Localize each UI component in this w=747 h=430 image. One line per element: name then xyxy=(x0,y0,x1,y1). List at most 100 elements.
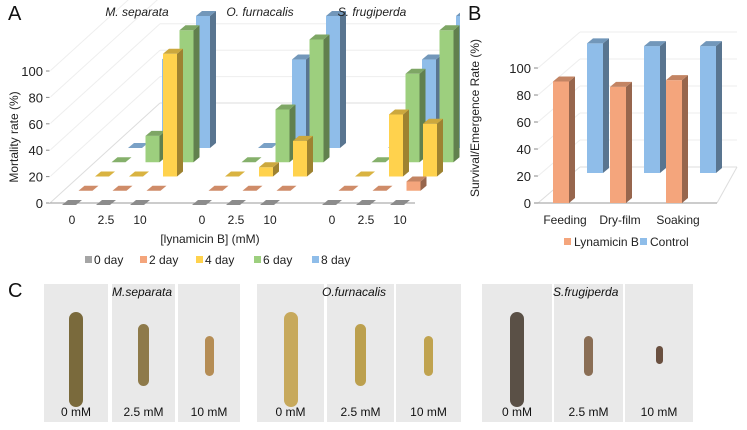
bar-side xyxy=(177,48,183,177)
bar-front xyxy=(163,53,177,177)
bar-side xyxy=(569,76,575,203)
x-tick-label: 10 xyxy=(263,213,277,227)
bar-front xyxy=(610,86,626,203)
bar-top xyxy=(406,176,427,182)
bar-4-day xyxy=(129,171,149,177)
legend-label: 6 day xyxy=(263,253,292,267)
bar-face xyxy=(372,185,393,191)
bar-0-day xyxy=(390,200,410,205)
bar-6-day xyxy=(275,104,296,163)
legend-label: 2 day xyxy=(149,253,178,267)
bar-face xyxy=(225,171,245,177)
group-title: S. frugiperda xyxy=(338,5,407,19)
bar-top xyxy=(405,68,426,74)
bar-Control xyxy=(644,41,666,173)
larva-body xyxy=(283,312,298,407)
bar-face xyxy=(241,157,262,163)
larva-photo: 2.5 mM xyxy=(554,284,623,422)
bar-side xyxy=(420,176,427,191)
bar-Lynamicin-B xyxy=(553,76,575,203)
bar-6-day xyxy=(111,157,132,163)
x-tick-label: 2.5 xyxy=(228,213,245,227)
bar-2-day xyxy=(78,185,99,191)
bar-6-day xyxy=(241,157,262,163)
bar-face xyxy=(146,185,167,191)
bar-top xyxy=(389,109,409,115)
bar-top xyxy=(422,54,442,60)
bar-0-day xyxy=(130,200,150,205)
bar-side xyxy=(403,109,409,177)
gridline-side xyxy=(49,23,161,125)
x-tick-label: 10 xyxy=(133,213,147,227)
bar-4-day xyxy=(423,118,443,177)
bar-2-day xyxy=(242,185,263,191)
legend-label: Control xyxy=(650,235,689,249)
bar-face xyxy=(356,200,376,205)
x-tick-label: 0 xyxy=(329,213,336,227)
bar-face xyxy=(322,200,342,205)
bar-Control xyxy=(587,38,609,174)
y-axis-title: Survival/Emergence Rate (%) xyxy=(468,39,482,197)
gridline-side xyxy=(49,49,161,151)
larva-body xyxy=(510,312,524,407)
bar-front xyxy=(553,81,569,203)
bar-side xyxy=(340,11,346,148)
bar-6-day xyxy=(309,34,330,163)
bar-face xyxy=(276,185,297,191)
bar-top xyxy=(326,11,346,16)
bar-top xyxy=(587,38,609,44)
larva-body xyxy=(204,336,214,376)
bar-front xyxy=(145,135,160,163)
bar-side xyxy=(193,25,200,163)
species-label: M.separata xyxy=(112,285,173,299)
x-axis-title: [lynamicin B] (mM) xyxy=(160,232,259,246)
gridline-side xyxy=(49,0,158,98)
x-tick-label: Soaking xyxy=(656,213,699,227)
larva-body xyxy=(355,324,366,386)
y-tick-label: 100 xyxy=(21,64,43,79)
bar-front xyxy=(275,109,290,163)
bar-top xyxy=(163,48,183,54)
species-label: S.frugiperda xyxy=(553,285,619,299)
bar-Lynamicin-B xyxy=(610,81,632,203)
concentration-label: 10 mM xyxy=(640,405,678,419)
larva-body xyxy=(69,312,83,407)
bar-Lynamicin-B xyxy=(666,75,688,203)
bar-2-day xyxy=(338,185,359,191)
bar-top xyxy=(610,81,632,87)
bar-side xyxy=(307,135,313,177)
x-tick-label: 0 xyxy=(199,213,206,227)
bar-side xyxy=(626,81,632,203)
bar-4-day xyxy=(225,171,245,177)
bar-top xyxy=(292,54,312,60)
bar-0-day xyxy=(226,200,246,205)
bar-face xyxy=(112,185,133,191)
bar-face xyxy=(128,143,148,148)
bar-side xyxy=(437,118,443,177)
bar-side xyxy=(716,41,722,173)
chart-b-survival: 0 20 40 60 80 100 Survival/Emergence Rate (%) F… xyxy=(468,31,738,249)
bar-Control xyxy=(700,41,722,173)
bar-2-day xyxy=(406,176,427,191)
bar-side xyxy=(603,38,609,174)
bar-top xyxy=(553,76,575,82)
x-tick-label: Feeding xyxy=(543,213,586,227)
bar-0-day xyxy=(356,200,376,205)
bar-4-day xyxy=(163,48,183,177)
y-tick-label: 60 xyxy=(29,117,43,132)
y-tick-label: 100 xyxy=(509,61,531,76)
panel-label-c: C xyxy=(8,280,23,302)
bar-4-day xyxy=(95,171,115,177)
bar-top xyxy=(293,135,313,141)
panel-label-b: B xyxy=(468,3,482,25)
bar-face xyxy=(130,200,150,205)
bar-front xyxy=(700,46,716,173)
bar-front xyxy=(644,46,660,173)
bar-front xyxy=(309,39,324,163)
bar-face xyxy=(242,185,263,191)
legend-label: Lynamicin B xyxy=(574,235,639,249)
larva-photo: 0 mM xyxy=(257,284,324,422)
gridline-side xyxy=(537,31,581,69)
bar-top xyxy=(439,25,460,31)
bar-4-day xyxy=(355,171,375,177)
